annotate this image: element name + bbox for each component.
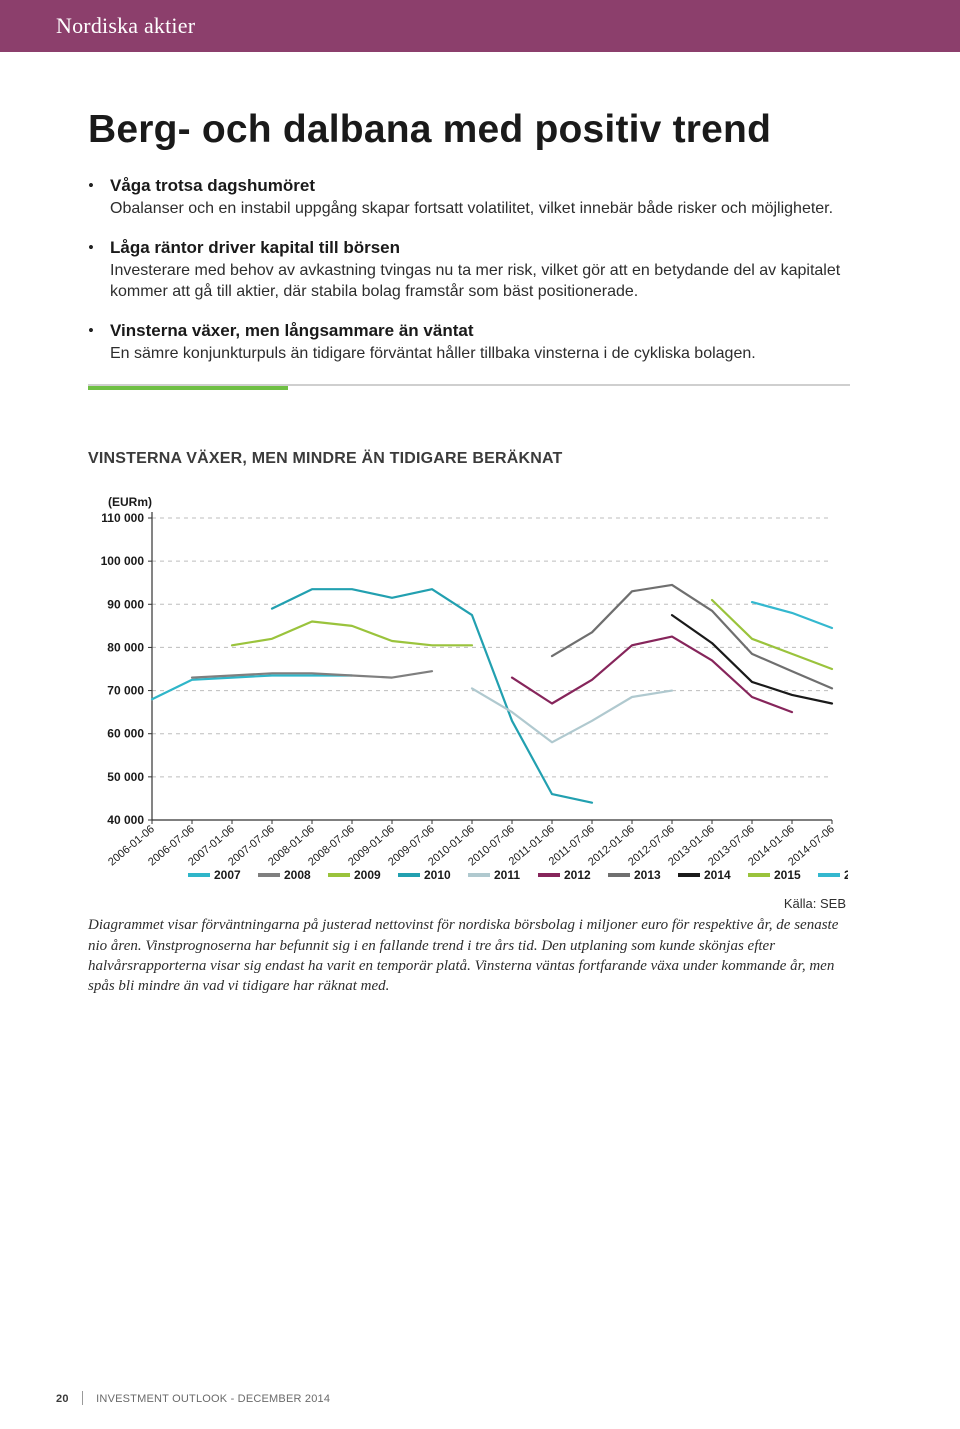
svg-text:90 000: 90 000 xyxy=(107,598,144,612)
footer-divider xyxy=(82,1391,83,1405)
chart: (EURm) 40 000 50 000 60 000 70 000 80 000 90 0… xyxy=(88,490,850,996)
divider-accent xyxy=(88,386,288,390)
bullet-item: Vinsterna växer, men långsammare än vänt… xyxy=(110,321,850,365)
bullet-head: Låga räntor driver kapital till börsen xyxy=(110,238,850,258)
line-chart-svg: (EURm) 40 000 50 000 60 000 70 000 80 000 90 0… xyxy=(88,490,848,890)
chart-subheading: VINSTERNA VÄXER, MEN MINDRE ÄN TIDIGARE … xyxy=(88,450,850,468)
page-number: 20 xyxy=(56,1393,69,1405)
bullet-item: Våga trotsa dagshumöret Obalanser och en… xyxy=(110,176,850,220)
legend-item: 2016 xyxy=(844,868,848,882)
legend-item: 2011 xyxy=(494,868,520,882)
bullet-item: Låga räntor driver kapital till börsen I… xyxy=(110,238,850,303)
svg-text:60 000: 60 000 xyxy=(107,727,144,741)
footer-text: INVESTMENT OUTLOOK - DECEMBER 2014 xyxy=(96,1393,330,1405)
divider xyxy=(88,384,850,390)
legend-item: 2013 xyxy=(634,868,661,882)
page-title: Berg- och dalbana med positiv trend xyxy=(88,108,850,152)
legend-item: 2010 xyxy=(424,868,451,882)
series-2013 xyxy=(552,585,832,689)
legend-item: 2012 xyxy=(564,868,591,882)
legend-item: 2009 xyxy=(354,868,381,882)
chart-caption: Diagrammet visar förväntningarna på just… xyxy=(88,915,850,996)
series-2010 xyxy=(272,590,592,804)
legend-item: 2015 xyxy=(774,868,801,882)
bullet-list: Våga trotsa dagshumöret Obalanser och en… xyxy=(88,176,850,364)
svg-text:110 000: 110 000 xyxy=(101,511,144,525)
bullet-head: Våga trotsa dagshumöret xyxy=(110,176,850,196)
section-header: Nordiska aktier xyxy=(0,0,960,52)
bullet-body: Investerare med behov av avkastning tvin… xyxy=(110,260,850,303)
svg-text:50 000: 50 000 xyxy=(107,770,144,784)
series-2016 xyxy=(752,602,832,628)
section-label: Nordiska aktier xyxy=(56,13,195,39)
bullet-body: En sämre konjunkturpuls än tidigare förv… xyxy=(110,343,850,365)
svg-text:40 000: 40 000 xyxy=(107,813,144,827)
bullet-head: Vinsterna växer, men långsammare än vänt… xyxy=(110,321,850,341)
series-2015 xyxy=(712,600,832,669)
svg-text:100 000: 100 000 xyxy=(101,555,145,569)
bullet-body: Obalanser och en instabil uppgång skapar… xyxy=(110,198,850,220)
legend-item: 2007 xyxy=(214,868,241,882)
svg-text:(EURm): (EURm) xyxy=(108,495,152,509)
series-2007 xyxy=(152,676,352,700)
chart-source: Källa: SEB xyxy=(88,896,850,911)
series-2009 xyxy=(232,622,472,646)
page-footer: 20 INVESTMENT OUTLOOK - DECEMBER 2014 xyxy=(0,1391,960,1405)
legend-item: 2014 xyxy=(704,868,731,882)
legend-item: 2008 xyxy=(284,868,311,882)
series-2008 xyxy=(192,672,432,678)
svg-text:80 000: 80 000 xyxy=(107,641,144,655)
svg-text:70 000: 70 000 xyxy=(107,684,144,698)
